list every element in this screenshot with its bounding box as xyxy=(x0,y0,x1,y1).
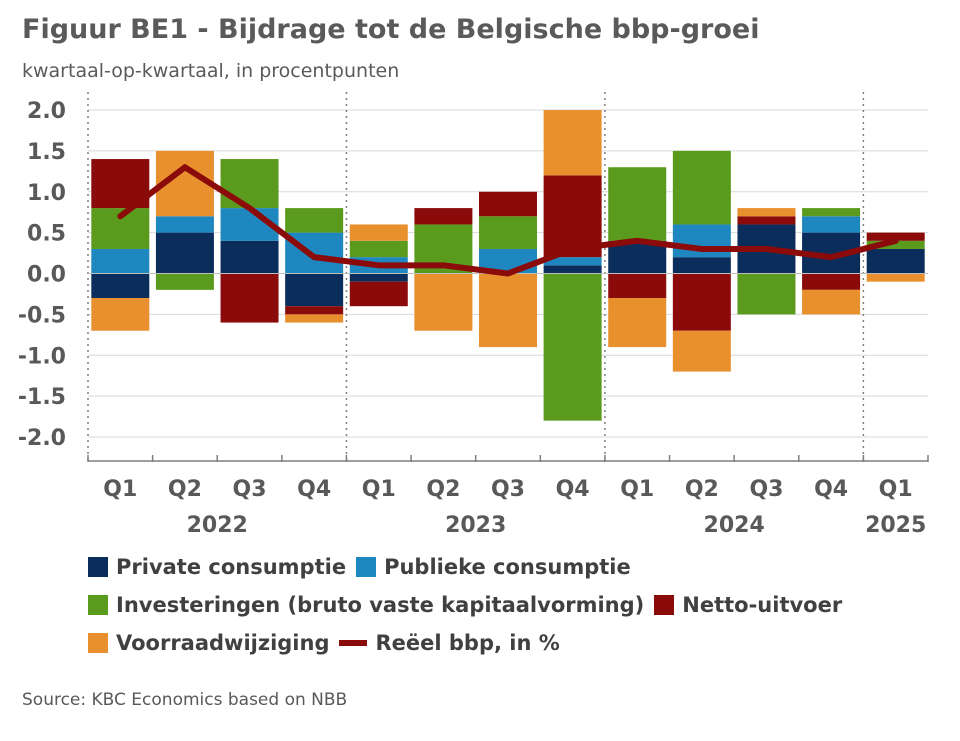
legend-label-publieke-consumptie: Publieke consumptie xyxy=(384,555,631,579)
bar-segment xyxy=(349,281,408,307)
legend-label-reeel-bbp: Reëel bbp, in % xyxy=(375,631,560,655)
x-tick-label: Q3 xyxy=(749,477,783,502)
y-tick-label: -1.0 xyxy=(18,344,66,369)
legend-item-private-consumptie: Private consumptie xyxy=(88,555,346,579)
bar-segment xyxy=(672,330,731,372)
bar-segment xyxy=(220,240,279,274)
x-tick-label: Q2 xyxy=(426,477,460,502)
legend-swatch-private-consumptie xyxy=(88,557,108,577)
legend-item-investeringen: Investeringen (bruto vaste kapitaalvormi… xyxy=(88,593,644,617)
x-tick-label: Q1 xyxy=(879,477,913,502)
chart-subtitle: kwartaal-op-kwartaal, in procentpunten xyxy=(22,60,400,82)
legend-swatch-investeringen xyxy=(88,595,108,615)
source-note: Source: KBC Economics based on NBB xyxy=(22,690,348,710)
bar-segment xyxy=(802,273,861,290)
bar-segment xyxy=(543,110,602,176)
x-tick-label: Q1 xyxy=(103,477,137,502)
year-label: 2025 xyxy=(865,513,926,538)
bar-segment xyxy=(672,150,731,225)
x-tick-label: Q1 xyxy=(362,477,396,502)
bar-segment xyxy=(866,248,925,274)
bar-segment xyxy=(608,273,667,299)
x-tick-label: Q4 xyxy=(297,477,331,502)
bar-segment xyxy=(285,208,344,233)
year-label: 2024 xyxy=(704,513,765,538)
bar-segment xyxy=(543,265,602,274)
bar-segment xyxy=(414,273,473,331)
bar-segment xyxy=(737,216,796,225)
bar-segment xyxy=(802,216,861,233)
y-tick-label: 2.0 xyxy=(27,99,66,124)
x-tick-label: Q3 xyxy=(491,477,525,502)
x-tick-label: Q2 xyxy=(168,477,202,502)
legend-swatch-netto-uitvoer xyxy=(654,595,675,615)
legend-label-private-consumptie: Private consumptie xyxy=(116,555,347,579)
bar-segment xyxy=(91,298,150,331)
bar-segment xyxy=(220,159,279,209)
y-tick-label: -0.5 xyxy=(18,303,66,328)
bar-segment xyxy=(672,273,731,331)
x-tick-label: Q1 xyxy=(620,477,654,502)
x-tick-label: Q3 xyxy=(233,477,267,502)
bar-segment xyxy=(349,224,408,241)
y-tick-label: 0.5 xyxy=(27,222,66,247)
bar-segment xyxy=(91,273,150,299)
bar-segment xyxy=(285,306,344,315)
bar-segment xyxy=(285,273,344,307)
bar-segment xyxy=(672,257,731,274)
chart-plot: 2.0 1.5 1.0 0.5 0.0 -0.5 -1.0 -1.5 -2.0 Q1 Q2 Q3 Q4 Q… xyxy=(18,92,929,538)
bar-segment xyxy=(866,232,925,241)
bar-segment xyxy=(543,257,602,266)
y-tick-label: 0.0 xyxy=(27,263,66,288)
bar-segment xyxy=(737,273,796,315)
legend-item-netto-uitvoer: Netto-uitvoer xyxy=(654,593,842,617)
legend-item-reeel-bbp: Reëel bbp, in % xyxy=(339,631,560,655)
bar-segment xyxy=(220,273,279,323)
legend-swatch-publieke-consumptie xyxy=(356,557,377,577)
bar-segment xyxy=(155,232,214,274)
year-label: 2023 xyxy=(445,513,506,538)
bar-segment xyxy=(608,298,667,348)
legend-swatch-voorraadwijziging xyxy=(88,633,108,653)
chart-title: Figuur BE1 - Bijdrage tot de Belgische b… xyxy=(22,14,760,45)
x-tick-label: Q4 xyxy=(814,477,848,502)
bar-segment xyxy=(543,273,602,421)
bar-segment xyxy=(802,208,861,217)
bar-segment xyxy=(479,191,537,217)
y-tick-label: -2.0 xyxy=(18,426,66,451)
line-series-reeel-bbp xyxy=(117,164,899,277)
bar-segment xyxy=(672,224,731,258)
bar-segment xyxy=(349,240,408,258)
bar-segment xyxy=(479,216,537,249)
bar-segment xyxy=(349,273,408,282)
bar-segment xyxy=(737,208,796,217)
bar-segment xyxy=(155,216,214,233)
bar-segment xyxy=(479,273,537,348)
bar-segment xyxy=(866,240,925,249)
y-tick-label: 1.0 xyxy=(27,181,66,206)
x-tick-label: Q4 xyxy=(556,477,590,502)
year-label: 2022 xyxy=(187,513,248,538)
legend-swatch-reeel-bbp xyxy=(339,640,368,646)
y-tick-label: -1.5 xyxy=(18,385,66,410)
legend-label-netto-uitvoer: Netto-uitvoer xyxy=(682,593,843,617)
legend-item-voorraadwijziging: Voorraadwijziging xyxy=(88,631,329,655)
bar-segment xyxy=(608,167,667,241)
legend-label-voorraadwijziging: Voorraadwijziging xyxy=(116,631,330,655)
bar-segment xyxy=(802,289,861,315)
bar-segment xyxy=(91,248,150,274)
bar-segment xyxy=(414,208,473,225)
bar-segment xyxy=(155,273,214,290)
x-tick-label: Q2 xyxy=(685,477,719,502)
legend-label-investeringen: Investeringen (bruto vaste kapitaalvormi… xyxy=(116,593,645,617)
legend-item-publieke-consumptie: Publieke consumptie xyxy=(356,555,631,579)
y-tick-label: 1.5 xyxy=(27,140,66,165)
bar-segment xyxy=(285,314,344,323)
legend: Private consumptie Publieke consumptie I… xyxy=(88,548,852,662)
bar-segment xyxy=(866,273,925,282)
